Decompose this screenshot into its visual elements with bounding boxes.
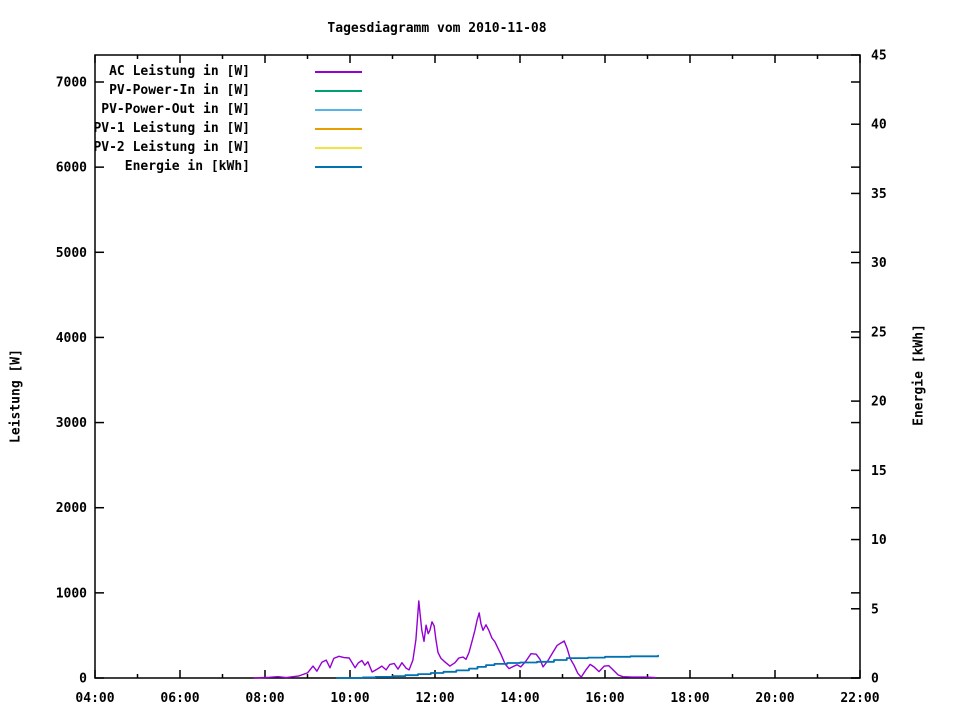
y2-tick-label: 45: [871, 49, 887, 64]
y1-tick-label: 7000: [56, 76, 87, 91]
y-axis-label-left: Leistung [W]: [8, 349, 24, 443]
x-tick-label: 04:00: [75, 691, 114, 706]
y2-tick-label: 15: [871, 464, 887, 479]
y2-tick-label: 30: [871, 256, 887, 271]
y2-tick-label: 0: [871, 672, 879, 687]
legend-label: PV-Power-Out in [W]: [101, 102, 250, 117]
y2-tick-label: 25: [871, 325, 887, 340]
legend-item-pv1-leistung: PV-1 Leistung in [W]: [90, 119, 362, 138]
y1-tick-label: 1000: [56, 586, 87, 601]
legend-label: AC Leistung in [W]: [109, 64, 250, 79]
series-line-ac-leistung: [253, 600, 656, 679]
legend: AC Leistung in [W] PV-Power-In in [W] PV…: [90, 62, 362, 176]
legend-item-ac-leistung: AC Leistung in [W]: [90, 62, 362, 81]
y1-tick-label: 0: [79, 672, 87, 687]
y2-tick-label: 35: [871, 187, 887, 202]
y1-tick-label: 3000: [56, 416, 87, 431]
legend-item-pv-power-in: PV-Power-In in [W]: [90, 81, 362, 100]
y1-tick-label: 2000: [56, 501, 87, 516]
y2-tick-label: 5: [871, 602, 879, 617]
x-tick-label: 18:00: [670, 691, 709, 706]
y-axis-label-right: Energie [kWh]: [911, 324, 927, 426]
x-tick-label: 22:00: [840, 691, 879, 706]
series-line-energie: [336, 654, 659, 679]
x-tick-label: 14:00: [500, 691, 539, 706]
y1-tick-label: 6000: [56, 161, 87, 176]
legend-swatch: [315, 108, 362, 111]
legend-swatch: [315, 165, 362, 168]
legend-label: Energie in [kWh]: [124, 159, 250, 174]
chart-title: Tagesdiagramm vom 2010-11-08: [327, 21, 547, 36]
y1-tick-label: 4000: [56, 331, 87, 346]
x-tick-label: 08:00: [245, 691, 284, 706]
legend-swatch: [315, 146, 362, 149]
legend-label: PV-1 Leistung in [W]: [93, 121, 250, 136]
legend-label: PV-Power-In in [W]: [109, 83, 250, 98]
legend-label: PV-2 Leistung in [W]: [93, 140, 250, 155]
x-tick-label: 12:00: [415, 691, 454, 706]
legend-item-pv-power-out: PV-Power-Out in [W]: [90, 100, 362, 119]
y2-tick-label: 20: [871, 395, 887, 410]
x-tick-label: 10:00: [330, 691, 369, 706]
legend-item-pv2-leistung: PV-2 Leistung in [W]: [90, 138, 362, 157]
y1-tick-label: 5000: [56, 246, 87, 261]
x-tick-label: 06:00: [160, 691, 199, 706]
legend-swatch: [315, 70, 362, 73]
x-tick-label: 20:00: [755, 691, 794, 706]
legend-item-energie: Energie in [kWh]: [90, 157, 362, 176]
x-tick-label: 16:00: [585, 691, 624, 706]
y2-tick-label: 10: [871, 533, 887, 548]
legend-swatch: [315, 89, 362, 92]
legend-swatch: [315, 127, 362, 130]
y2-tick-label: 40: [871, 118, 887, 133]
